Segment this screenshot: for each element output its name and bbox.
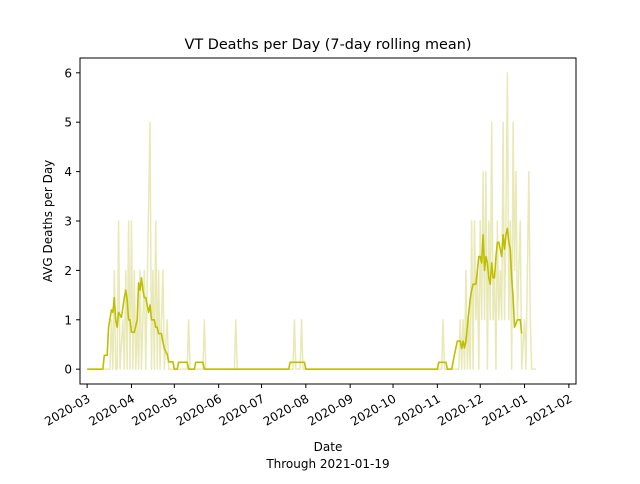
y-tick-label: 1 — [64, 313, 72, 327]
y-tick-label: 3 — [64, 215, 72, 229]
daily-deaths-line — [87, 72, 536, 370]
y-tick-label: 6 — [64, 66, 72, 80]
y-tick-label: 0 — [64, 363, 72, 377]
chart-title: VT Deaths per Day (7-day rolling mean) — [185, 37, 472, 53]
plot-area — [87, 72, 536, 370]
y-axis: 0 1 2 3 4 5 6 — [64, 66, 80, 377]
y-tick-label: 2 — [64, 264, 72, 278]
x-axis-sublabel: Through 2021-01-19 — [265, 457, 389, 471]
y-axis-label: AVG Deaths per Day — [41, 160, 55, 283]
y-tick-label: 5 — [64, 116, 72, 130]
y-tick-label: 4 — [64, 165, 72, 179]
x-axis-label: Date — [314, 440, 343, 454]
rolling-mean-line — [87, 227, 523, 370]
